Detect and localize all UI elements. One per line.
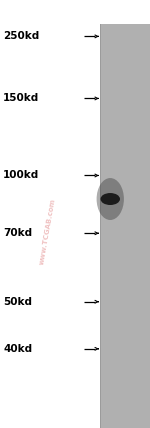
Bar: [100, 24, 101, 428]
Text: www.TCGAB.com: www.TCGAB.com: [39, 197, 57, 265]
Text: 250kd: 250kd: [3, 31, 39, 42]
Text: 50kd: 50kd: [3, 297, 32, 307]
Text: 150kd: 150kd: [3, 93, 39, 104]
Ellipse shape: [97, 178, 124, 220]
Text: 40kd: 40kd: [3, 344, 32, 354]
Text: 100kd: 100kd: [3, 170, 39, 181]
Bar: [100, 24, 150, 428]
Text: 70kd: 70kd: [3, 228, 32, 238]
Ellipse shape: [100, 193, 120, 205]
